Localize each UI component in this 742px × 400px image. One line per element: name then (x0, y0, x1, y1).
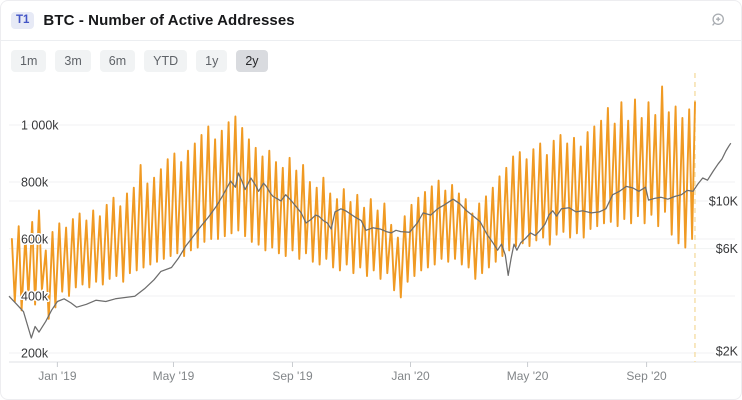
x-axis-label: Sep '19 (272, 369, 313, 383)
active-addresses-line (10, 85, 696, 320)
right-axis-label: $2K (716, 345, 739, 359)
ticker-badge: T1 (11, 11, 35, 30)
x-axis-label: May '19 (153, 369, 195, 383)
range-button-1y[interactable]: 1y (196, 50, 228, 72)
card-header: T1 BTC - Number of Active Addresses (1, 1, 741, 41)
left-axis-label: 400k (21, 290, 49, 304)
range-button-3m[interactable]: 3m (55, 50, 91, 72)
zoom-in-button[interactable] (708, 10, 729, 31)
btc-price-line (8, 142, 732, 339)
left-axis-label: 600k (21, 233, 49, 247)
range-button-ytd[interactable]: YTD (144, 50, 188, 72)
right-axis-label: $6K (716, 242, 739, 256)
left-axis-label: 800k (21, 176, 49, 190)
x-axis-label: Sep '20 (626, 369, 667, 383)
range-button-6m[interactable]: 6m (99, 50, 136, 72)
x-axis-label: Jan '19 (38, 369, 77, 383)
range-toolbar: 1m 3m 6m YTD 1y 2y (1, 41, 741, 78)
range-button-1m[interactable]: 1m (11, 50, 47, 72)
right-axis-label: $10K (709, 195, 739, 209)
magnifier-plus-icon (710, 13, 727, 32)
x-axis-label: May '20 (507, 369, 549, 383)
x-axis-label: Jan '20 (391, 369, 430, 383)
x-axis-ticks (56, 362, 648, 367)
chart-title: BTC - Number of Active Addresses (43, 12, 295, 29)
left-axis-label: 1 000k (21, 119, 59, 133)
range-button-2y[interactable]: 2y (236, 50, 268, 72)
left-axis-label: 200k (21, 347, 49, 361)
